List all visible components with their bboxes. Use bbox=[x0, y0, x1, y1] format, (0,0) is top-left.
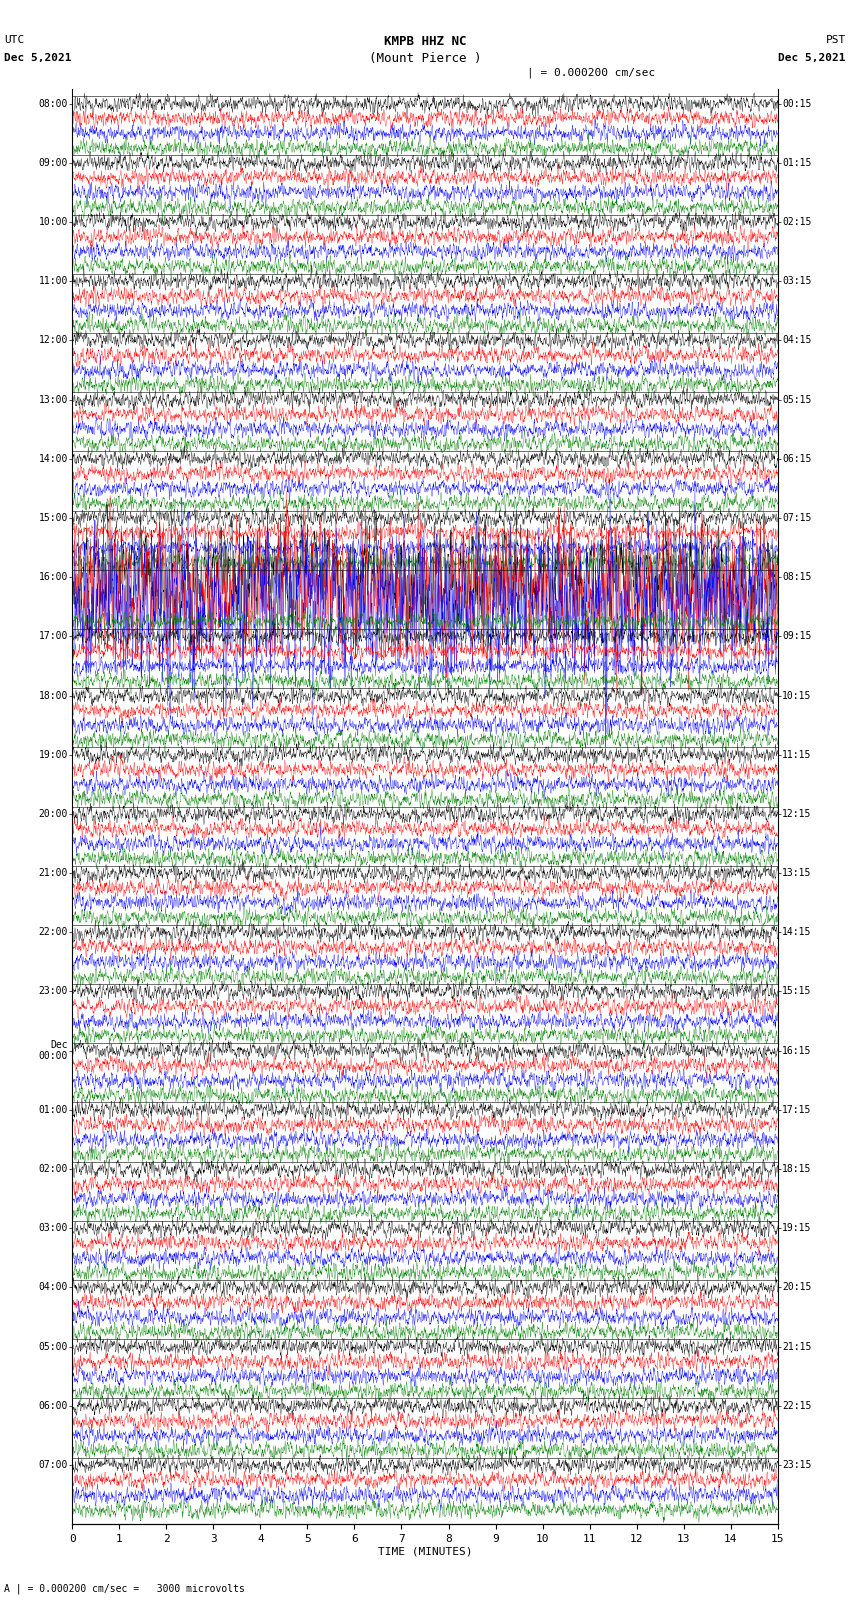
Text: (Mount Pierce ): (Mount Pierce ) bbox=[369, 52, 481, 65]
Text: Dec 5,2021: Dec 5,2021 bbox=[779, 53, 846, 63]
X-axis label: TIME (MINUTES): TIME (MINUTES) bbox=[377, 1547, 473, 1557]
Text: UTC: UTC bbox=[4, 35, 25, 45]
Text: Dec 5,2021: Dec 5,2021 bbox=[4, 53, 71, 63]
Text: | = 0.000200 cm/sec: | = 0.000200 cm/sec bbox=[527, 68, 655, 79]
Text: PST: PST bbox=[825, 35, 846, 45]
Text: KMPB HHZ NC: KMPB HHZ NC bbox=[383, 35, 467, 48]
Text: A | = 0.000200 cm/sec =   3000 microvolts: A | = 0.000200 cm/sec = 3000 microvolts bbox=[4, 1582, 245, 1594]
